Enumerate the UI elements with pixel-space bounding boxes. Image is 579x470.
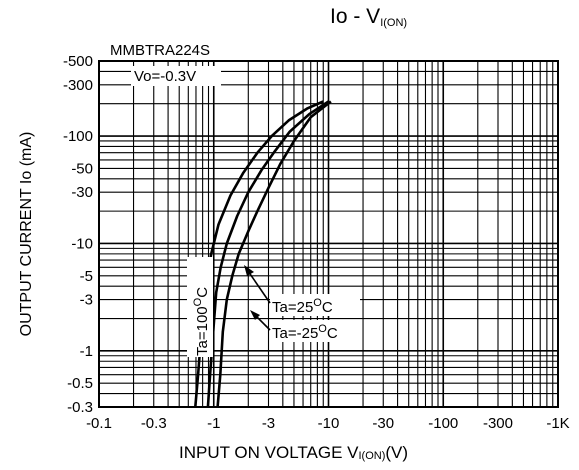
chart-title-sub: I(ON) (380, 17, 407, 29)
y-tick-label: -30 (71, 184, 93, 201)
annotation-m25-main: Ta=-25 (272, 325, 318, 342)
annotation-m25-tail: C (327, 325, 338, 342)
x-tick-label: -100 (428, 415, 458, 432)
annotation-box-100 (187, 257, 213, 357)
x-tick-label: -10 (318, 415, 340, 432)
annotation-25: Ta=25OC (272, 297, 333, 316)
x-tick-labels: -0.1 -0.3 -1 -3 -10 -30 -100 -300 -1K (86, 415, 570, 432)
pointer-arrowhead-m25 (250, 310, 260, 320)
series-line-2 (216, 100, 332, 408)
y-tick-label: -5 (80, 268, 93, 285)
x-tick-label: -0.3 (141, 415, 167, 432)
annotation-box-25 (270, 294, 360, 316)
y-tick-label: -50 (71, 160, 93, 177)
condition-box (131, 66, 221, 86)
annotation-25-main: Ta=25 (272, 299, 313, 316)
y-tick-label: -500 (63, 53, 93, 70)
x-axis-label-unit: (V) (385, 443, 408, 462)
annotation-100: Ta=100OC (192, 287, 211, 356)
annotation-25-tail: C (322, 299, 333, 316)
annotation-100-main: Ta=100 (194, 306, 211, 356)
x-axis-label-main: INPUT ON VOLTAGE V (179, 443, 359, 462)
x-axis-label: INPUT ON VOLTAGE VI(ON)(V) (179, 443, 408, 462)
chart-title-main: Io - V (330, 5, 380, 28)
y-tick-label: -100 (63, 128, 93, 145)
condition-label: Vo=-0.3V (134, 68, 196, 85)
series-line-1 (206, 100, 330, 408)
x-axis-label-sub: I(ON) (358, 450, 385, 462)
y-tick-label: -300 (63, 77, 93, 94)
annotation-25-sup: O (313, 297, 322, 309)
y-tick-label: -0.3 (67, 399, 93, 416)
x-tick-label: -3 (262, 415, 275, 432)
pointer-arrowhead-25 (244, 265, 254, 276)
y-tick-labels: -500 -300 -100 -50 -30 -10 -5 -3 -1 -0.5 -0.3 (63, 53, 93, 416)
annotation-100-sup: O (192, 297, 204, 306)
x-tick-label: -30 (372, 415, 394, 432)
y-tick-label: -3 (80, 292, 93, 309)
grid (99, 61, 558, 407)
x-tick-label: -1 (207, 415, 220, 432)
y-tick-label: -0.5 (67, 375, 93, 392)
chart-title: Io - VI(ON) (330, 5, 407, 29)
y-tick-label: -10 (71, 235, 93, 252)
annotation-box-m25 (270, 320, 360, 342)
annotation-m25: Ta=-25OC (272, 323, 338, 342)
y-axis-label: OUTPUT CURRENT Io (mA) (18, 132, 35, 337)
x-tick-label: -1K (546, 415, 569, 432)
x-tick-label: -0.1 (86, 415, 112, 432)
x-tick-label: -300 (483, 415, 513, 432)
annotation-m25-sup: O (318, 323, 327, 335)
part-number: MMBTRA224S (110, 42, 210, 59)
y-tick-label: -1 (80, 343, 93, 360)
part-number-box (107, 40, 247, 59)
annotation-100-tail: C (194, 287, 211, 298)
